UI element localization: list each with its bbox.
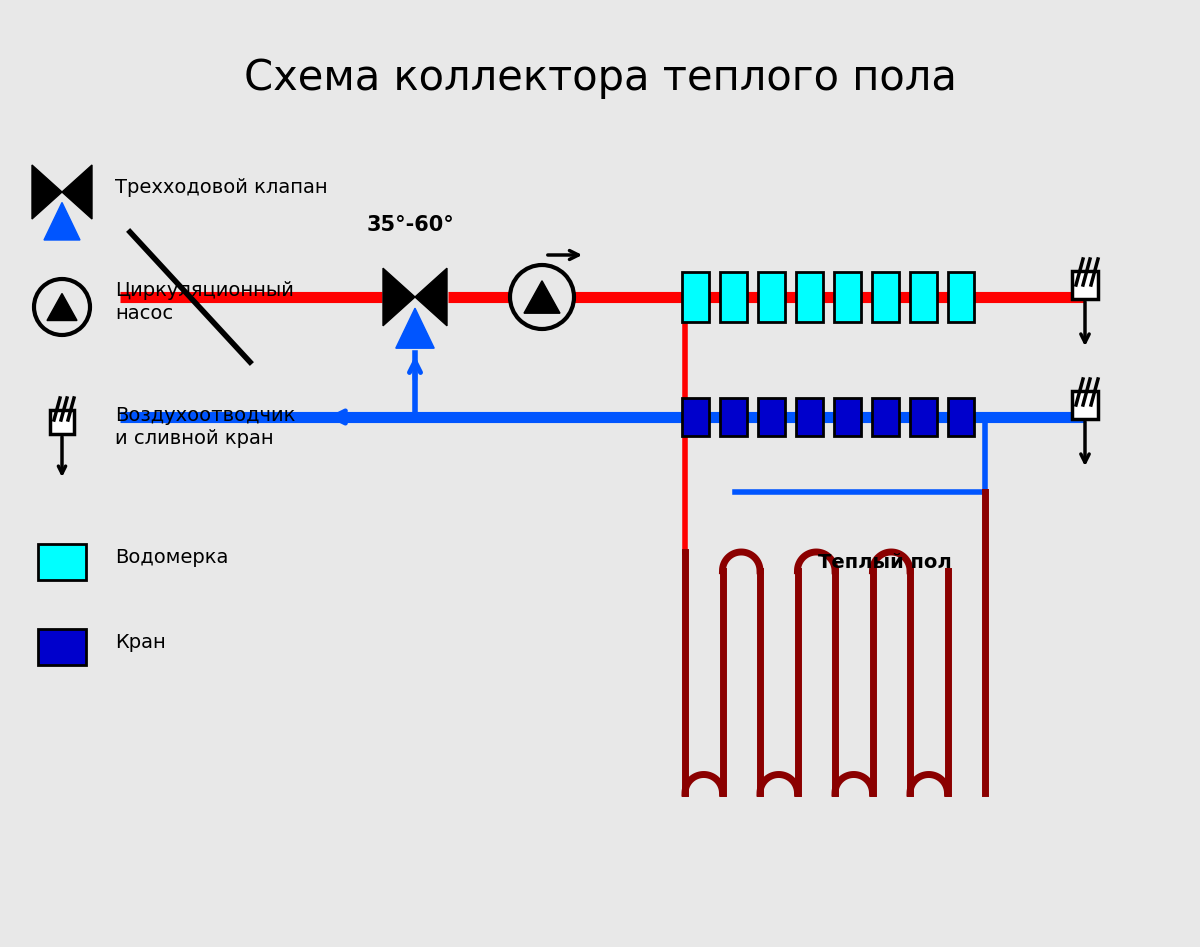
FancyBboxPatch shape — [38, 544, 86, 580]
FancyBboxPatch shape — [720, 398, 746, 436]
FancyBboxPatch shape — [948, 272, 974, 322]
FancyBboxPatch shape — [796, 272, 822, 322]
FancyBboxPatch shape — [682, 398, 708, 436]
FancyBboxPatch shape — [757, 272, 785, 322]
Polygon shape — [32, 165, 62, 219]
FancyBboxPatch shape — [948, 398, 974, 436]
FancyBboxPatch shape — [1072, 391, 1098, 419]
Text: Схема коллектора теплого пола: Схема коллектора теплого пола — [244, 57, 956, 99]
Polygon shape — [415, 268, 448, 326]
Text: 35°-60°: 35°-60° — [366, 215, 454, 235]
Text: Теплый пол: Теплый пол — [818, 553, 952, 572]
Polygon shape — [524, 281, 560, 313]
FancyBboxPatch shape — [796, 398, 822, 436]
Polygon shape — [44, 203, 80, 240]
FancyBboxPatch shape — [1072, 271, 1098, 299]
FancyBboxPatch shape — [871, 398, 899, 436]
Text: Трехходовой клапан: Трехходовой клапан — [115, 177, 328, 196]
FancyBboxPatch shape — [834, 398, 860, 436]
FancyBboxPatch shape — [910, 398, 936, 436]
FancyBboxPatch shape — [720, 272, 746, 322]
Text: Водомерка: Водомерка — [115, 547, 228, 566]
FancyBboxPatch shape — [757, 398, 785, 436]
Text: Воздухоотводчик
и сливной кран: Воздухоотводчик и сливной кран — [115, 405, 295, 448]
FancyBboxPatch shape — [910, 272, 936, 322]
FancyBboxPatch shape — [682, 272, 708, 322]
Polygon shape — [62, 165, 92, 219]
FancyBboxPatch shape — [50, 410, 74, 434]
FancyBboxPatch shape — [38, 629, 86, 665]
FancyBboxPatch shape — [871, 272, 899, 322]
FancyBboxPatch shape — [834, 272, 860, 322]
Text: Циркуляционный
насос: Циркуляционный насос — [115, 280, 294, 323]
Polygon shape — [47, 294, 77, 320]
Polygon shape — [396, 308, 434, 348]
Text: Кран: Кран — [115, 633, 166, 652]
Polygon shape — [383, 268, 415, 326]
